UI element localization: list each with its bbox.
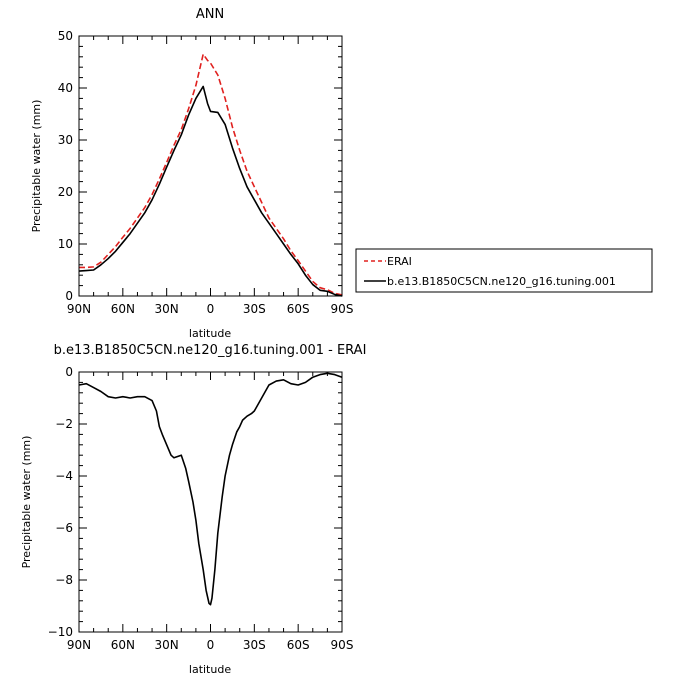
y-tick-label: 50 [58, 29, 73, 43]
y-axis-label: Precipitable water (mm) [30, 100, 43, 233]
y-tick-label: −8 [55, 573, 73, 587]
legend-label-model: b.e13.B1850C5CN.ne120_g16.tuning.001 [387, 275, 616, 288]
series-line-difference [78, 372, 343, 606]
y-tick-label: 30 [58, 133, 73, 147]
series-line-model [78, 85, 343, 297]
x-tick-label: 60N [111, 638, 135, 652]
y-tick-label: 0 [65, 365, 73, 379]
y-tick-label: −2 [55, 417, 73, 431]
x-tick-label: 30S [243, 302, 266, 316]
series-line-erai [79, 53, 343, 296]
y-tick-label: −10 [48, 625, 73, 639]
legend-label-erai: ERAI [387, 255, 412, 268]
x-tick-label: 60S [287, 302, 310, 316]
x-tick-label: 90S [331, 638, 354, 652]
y-tick-label: −6 [55, 521, 73, 535]
x-axis-label: latitude [189, 663, 231, 676]
y-tick-label: −4 [55, 469, 73, 483]
y-tick-label: 40 [58, 81, 73, 95]
x-tick-label: 30N [155, 302, 179, 316]
x-tick-label: 30S [243, 638, 266, 652]
y-axis-label: Precipitable water (mm) [20, 436, 33, 569]
y-tick-label: 10 [58, 237, 73, 251]
x-tick-label: 60S [287, 638, 310, 652]
legend-box [355, 248, 653, 293]
chart-title: ANN [196, 7, 224, 22]
x-tick-label: 60N [111, 302, 135, 316]
x-tick-label: 0 [207, 638, 215, 652]
panel-difference: b.e13.B1850C5CN.ne120_g16.tuning.001 - E… [20, 343, 366, 676]
x-axis-label: latitude [189, 327, 231, 340]
x-tick-label: 90N [67, 302, 91, 316]
panel-annual-mean: ANN Precipitable water (mm) latitude 90N… [30, 7, 353, 340]
x-tick-label: 90S [331, 302, 354, 316]
chart-title: b.e13.B1850C5CN.ne120_g16.tuning.001 - E… [54, 343, 367, 358]
plot-frame [78, 371, 343, 633]
x-tick-label: 30N [155, 638, 179, 652]
legend: ERAI b.e13.B1850C5CN.ne120_g16.tuning.00… [355, 248, 653, 293]
y-tick-label: 0 [65, 289, 73, 303]
x-tick-label: 90N [67, 638, 91, 652]
y-tick-label: 20 [58, 185, 73, 199]
x-tick-label: 0 [207, 302, 215, 316]
plot-frame [78, 35, 343, 297]
